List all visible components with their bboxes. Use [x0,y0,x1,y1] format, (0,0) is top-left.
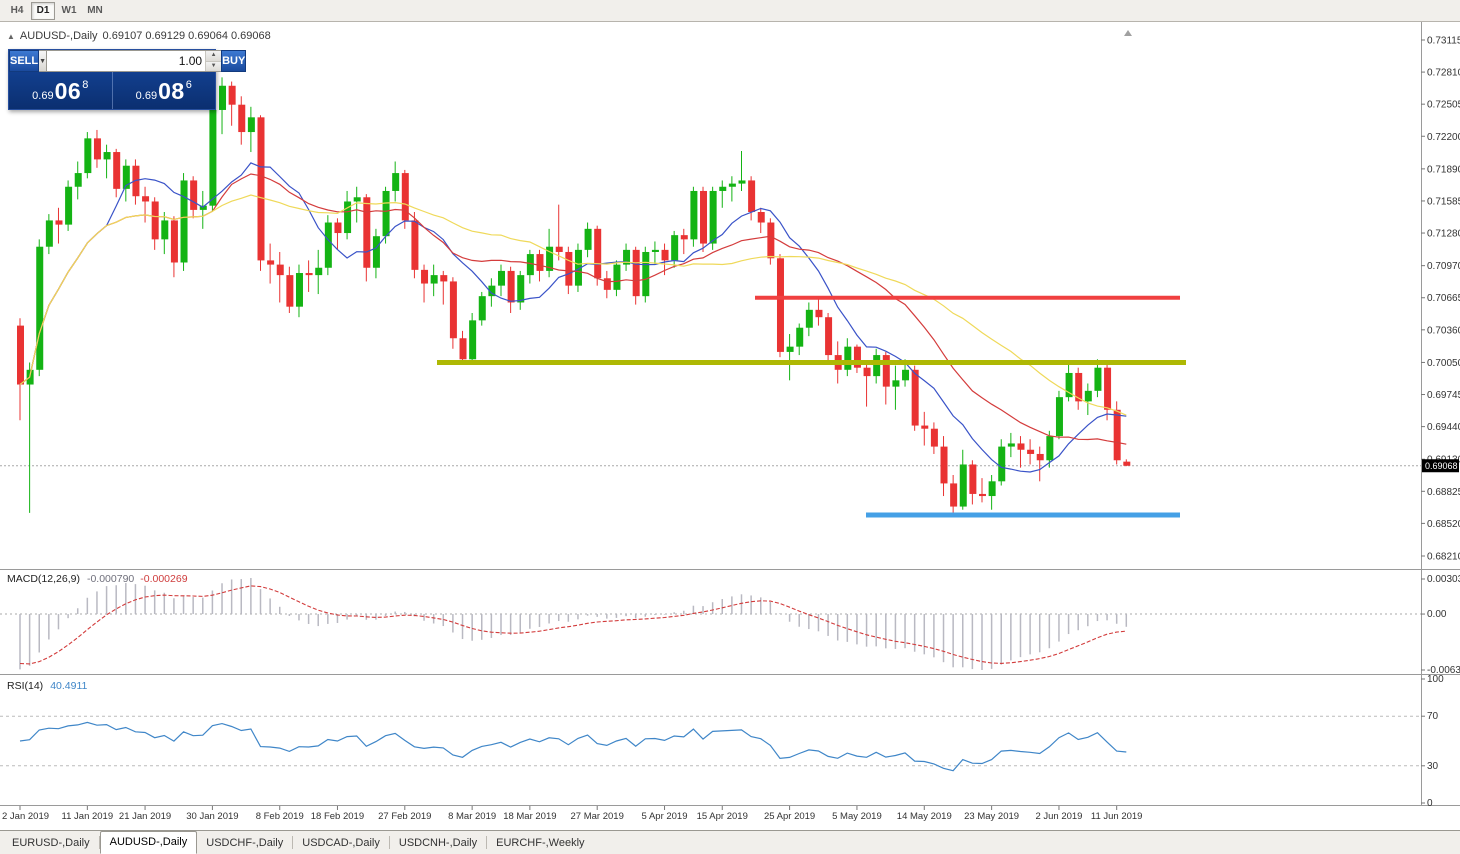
svg-text:0.68210: 0.68210 [1427,552,1460,563]
timeframe-h4-button[interactable]: H4 [5,2,29,20]
chart-canvas[interactable]: 0.73115 0.72810 0.72505 0.72200 0.71890 0.715… [0,22,1460,830]
svg-text:0.71890: 0.71890 [1427,164,1460,175]
svg-text:5 Apr 2019: 5 Apr 2019 [642,811,688,822]
sell-price-big: 06 [54,77,82,104]
svg-text:0.69745: 0.69745 [1427,390,1460,401]
tab-divider [486,836,488,849]
svg-text:15 Apr 2019: 15 Apr 2019 [697,811,748,822]
chart-tab-bar: EURUSD-,Daily AUDUSD-,Daily USDCHF-,Dail… [0,830,1460,854]
svg-text:30 Jan 2019: 30 Jan 2019 [186,811,238,822]
sell-button[interactable]: SELL [9,50,40,72]
ma-34-line[interactable] [19,194,1127,416]
volume-input[interactable] [47,51,206,71]
svg-text:18 Feb 2019: 18 Feb 2019 [311,811,364,822]
tab-usdcad-daily[interactable]: USDCAD-,Daily [302,837,380,849]
svg-text:8 Feb 2019: 8 Feb 2019 [256,811,304,822]
price-axis[interactable]: 0.73115 0.72810 0.72505 0.72200 0.71890 0.715… [1421,36,1460,563]
svg-text:0.003035: 0.003035 [1427,574,1460,585]
svg-text:0.00: 0.00 [1427,609,1447,620]
candlestick-series[interactable] [17,77,1131,513]
svg-text:14 May 2019: 14 May 2019 [897,811,952,822]
svg-text:0.70360: 0.70360 [1427,325,1460,336]
svg-text:0.71585: 0.71585 [1427,196,1460,207]
svg-text:25 Apr 2019: 25 Apr 2019 [764,811,815,822]
volume-decrease-button[interactable]: ▼ [206,61,222,71]
svg-text:0.72505: 0.72505 [1427,100,1460,111]
macd-axis[interactable]: 0.003035 0.00 -0.006311 [1421,574,1460,676]
sell-price-sup: 8 [82,79,89,91]
svg-text:70: 70 [1427,711,1439,722]
tab-eurusd-daily[interactable]: EURUSD-,Daily [12,837,90,849]
svg-text:18 Mar 2019: 18 Mar 2019 [503,811,556,822]
sell-price-display[interactable]: 0.69 06 8 [9,72,112,109]
chart-shift-marker[interactable] [1124,30,1132,36]
tab-eurchf-weekly[interactable]: EURCHF-,Weekly [496,837,585,849]
timeframe-toolbar: H4 D1 W1 MN [0,0,1460,22]
rsi-line [19,721,1127,772]
svg-text:0.70050: 0.70050 [1427,358,1460,369]
timeframe-w1-button[interactable]: W1 [57,2,81,20]
svg-text:5 May 2019: 5 May 2019 [832,811,882,822]
chevron-down-icon: ▼ [210,62,217,69]
svg-text:0.73115: 0.73115 [1427,36,1460,47]
tab-audusd-daily[interactable]: AUDUSD-,Daily [99,831,198,854]
svg-text:2 Jan 2019: 2 Jan 2019 [2,811,49,822]
tab-divider [388,836,390,849]
buy-button[interactable]: BUY [221,50,247,72]
buy-price-prefix: 0.69 [135,90,158,102]
volume-field: ▲ ▼ [47,50,222,72]
tab-divider [98,836,100,849]
timeframe-d1-button[interactable]: D1 [31,1,55,20]
buy-price-big: 08 [158,77,185,104]
svg-text:0.69068: 0.69068 [1425,461,1458,471]
svg-text:100: 100 [1427,674,1444,685]
timeframe-mn-button[interactable]: MN [83,2,107,20]
chevron-up-icon: ▲ [210,52,217,59]
svg-text:2 Jun 2019: 2 Jun 2019 [1035,811,1082,822]
svg-text:30: 30 [1427,761,1439,772]
svg-text:11 Jan 2019: 11 Jan 2019 [62,811,114,822]
svg-text:0.70970: 0.70970 [1427,261,1460,272]
macd-histogram [19,578,1128,670]
svg-text:0.71280: 0.71280 [1427,229,1460,240]
svg-text:0.72810: 0.72810 [1427,68,1460,79]
tab-usdchf-daily[interactable]: USDCHF-,Daily [206,837,284,849]
buy-price-display[interactable]: 0.69 08 6 [111,72,216,109]
svg-text:8 Mar 2019: 8 Mar 2019 [448,811,496,822]
current-price-tag: 0.69068 [1422,459,1459,473]
svg-text:27 Mar 2019: 27 Mar 2019 [571,811,624,822]
svg-text:11 Jun 2019: 11 Jun 2019 [1091,811,1143,822]
buy-price-sup: 6 [185,79,192,91]
svg-text:27 Feb 2019: 27 Feb 2019 [378,811,431,822]
macd-signal-line [19,585,1127,665]
svg-text:0.70665: 0.70665 [1427,293,1460,304]
svg-text:-0.006311: -0.006311 [1427,665,1460,676]
svg-text:21 Jan 2019: 21 Jan 2019 [119,811,171,822]
svg-text:0.72200: 0.72200 [1427,132,1460,143]
svg-text:0.69440: 0.69440 [1427,422,1460,433]
chevron-down-icon: ▼ [39,57,47,65]
svg-text:0.68520: 0.68520 [1427,519,1460,530]
sell-price-prefix: 0.69 [32,90,54,102]
volume-increase-button[interactable]: ▲ [206,51,222,62]
svg-text:0: 0 [1427,798,1433,809]
chart-window[interactable]: ▲ AUDUSD-,Daily 0.69107 0.69129 0.69064 … [0,22,1460,830]
svg-text:23 May 2019: 23 May 2019 [964,811,1019,822]
tab-divider [292,836,294,849]
volume-options-button[interactable]: ▼ [39,50,48,72]
date-axis[interactable]: 2 Jan 2019 11 Jan 2019 21 Jan 2019 30 Jan 2… [2,806,1142,822]
tab-usdcnh-daily[interactable]: USDCNH-,Daily [398,837,478,849]
rsi-axis[interactable]: 100 70 30 0 [1421,674,1444,809]
svg-text:0.68825: 0.68825 [1427,487,1460,498]
